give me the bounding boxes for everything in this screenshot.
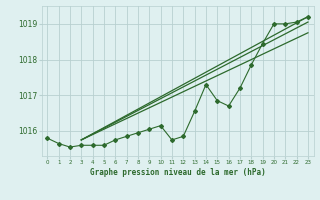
X-axis label: Graphe pression niveau de la mer (hPa): Graphe pression niveau de la mer (hPa): [90, 168, 266, 177]
